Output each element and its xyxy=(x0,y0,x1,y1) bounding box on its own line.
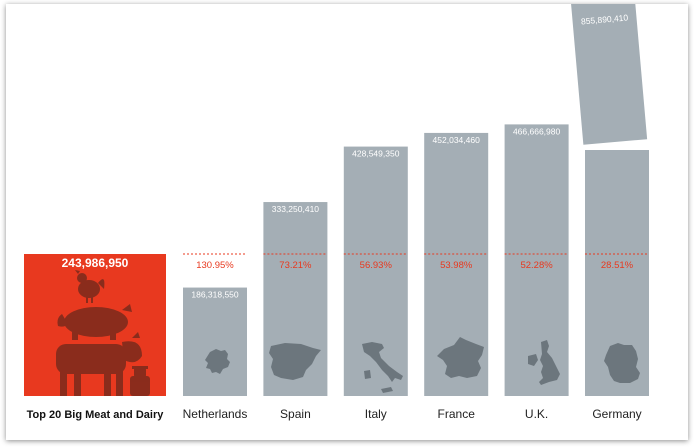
country-silhouettes xyxy=(205,337,640,393)
ratio-label-u-k: 52.28% xyxy=(520,260,553,271)
category-label-germany: Germany xyxy=(592,407,641,421)
break-notch xyxy=(655,4,659,14)
value-label-germany: 855,890,410 xyxy=(581,12,629,26)
italy-map-icon xyxy=(362,342,403,393)
category-label-france: France xyxy=(438,407,476,421)
reference-value-label: 243,986,950 xyxy=(62,256,129,270)
reference-bar-group: 243,986,950 xyxy=(24,254,166,396)
bar-germany-top-segment: 855,890,410 xyxy=(570,4,648,145)
category-label-netherlands: Netherlands xyxy=(183,407,248,421)
france-map-icon xyxy=(437,337,484,378)
bar-u-k xyxy=(504,124,569,397)
value-label-u-k: 466,666,980 xyxy=(513,126,561,136)
bar-chart: 855,890,410 xyxy=(24,4,659,421)
value-label-spain: 333,250,410 xyxy=(272,204,320,214)
ratio-label-france: 53.98% xyxy=(440,260,473,271)
ratio-label-germany: 28.51% xyxy=(601,260,634,271)
category-label-spain: Spain xyxy=(280,407,311,421)
ratio-label-netherlands: 130.95% xyxy=(196,260,234,271)
value-label-italy: 428,549,350 xyxy=(352,149,400,159)
ratio-label-spain: 73.21% xyxy=(279,260,312,271)
meat-dairy-animals-icon xyxy=(56,270,150,396)
category-label-u-k: U.K. xyxy=(525,407,548,421)
bars-layer: 855,890,410 xyxy=(183,4,659,397)
ratio-label-italy: 56.93% xyxy=(360,260,393,271)
chart-frame: 855,890,410 xyxy=(6,4,688,440)
category-label-italy: Italy xyxy=(365,407,387,421)
germany-map-icon xyxy=(604,343,640,383)
uk-map-icon xyxy=(528,340,560,385)
bar-netherlands xyxy=(183,287,247,396)
reference-category-label: Top 20 Big Meat and Dairy xyxy=(27,409,165,421)
value-label-france: 452,034,460 xyxy=(433,135,481,145)
bar-germany-top xyxy=(570,4,648,145)
labels-layer: Top 20 Big Meat and Dairy 186,318,550 130.… xyxy=(27,126,649,421)
netherlands-map-icon xyxy=(205,349,230,374)
value-label-netherlands: 186,318,550 xyxy=(191,290,239,300)
spain-map-icon xyxy=(269,343,321,380)
